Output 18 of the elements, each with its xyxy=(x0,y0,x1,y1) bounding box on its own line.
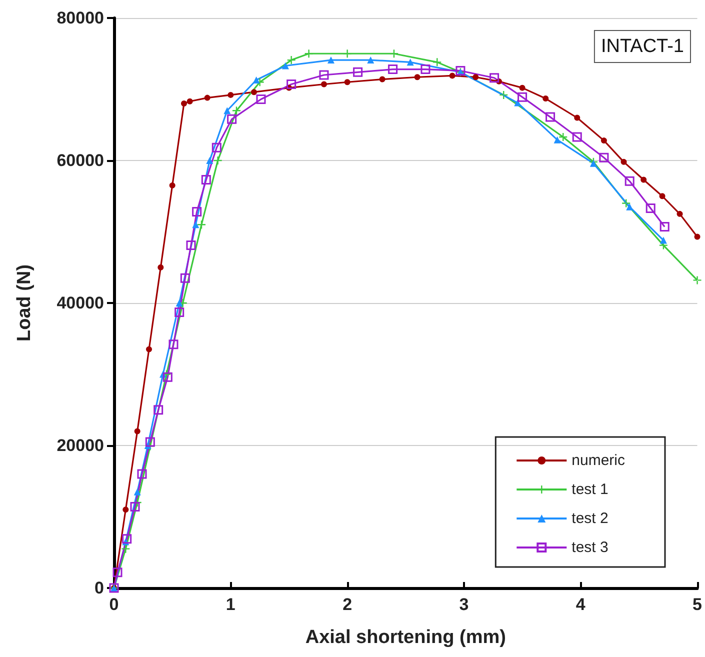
legend-label: numeric xyxy=(572,452,626,469)
y-tick-label: 80000 xyxy=(56,8,104,28)
x-tick-label: 5 xyxy=(692,595,702,614)
x-tick-label: 0 xyxy=(109,595,119,614)
x-tick-label: 2 xyxy=(342,595,352,614)
annotation: INTACT-1 xyxy=(600,36,684,57)
legend-label: test 3 xyxy=(572,539,608,556)
y-axis-title: Load (N) xyxy=(14,264,35,342)
y-tick-label: 0 xyxy=(94,578,104,598)
legend-label: test 2 xyxy=(572,510,608,527)
x-tick-label: 1 xyxy=(226,595,236,614)
x-tick-label: 4 xyxy=(576,595,586,614)
x-tick-label: 3 xyxy=(459,595,469,614)
y-tick-label: 60000 xyxy=(56,151,104,170)
legend-label: test 1 xyxy=(572,481,608,498)
y-tick-label: 20000 xyxy=(56,436,104,455)
y-tick-label: 40000 xyxy=(56,294,104,312)
x-axis-title: Axial shortening (mm) xyxy=(305,627,506,648)
